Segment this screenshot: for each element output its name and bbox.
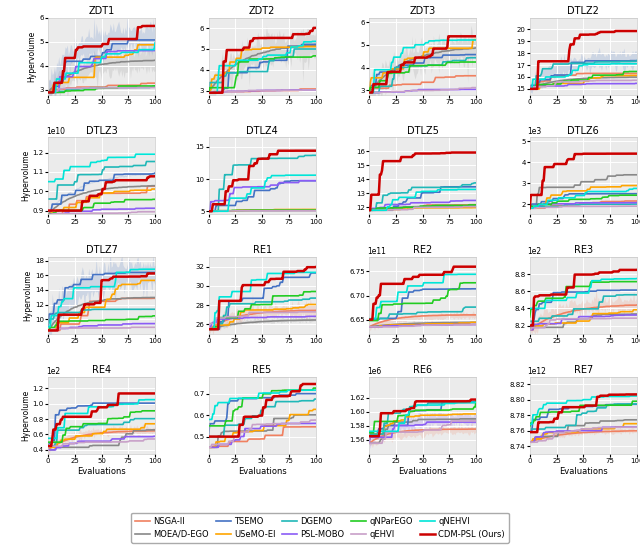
Text: 1e11: 1e11 — [367, 247, 386, 256]
Title: ZDT1: ZDT1 — [88, 6, 115, 16]
Text: 1e2: 1e2 — [527, 247, 541, 256]
Title: DTLZ6: DTLZ6 — [568, 126, 599, 136]
Title: ZDT2: ZDT2 — [249, 6, 275, 16]
Text: 1e2: 1e2 — [46, 367, 60, 376]
Title: RE4: RE4 — [92, 365, 111, 375]
Title: DTLZ3: DTLZ3 — [86, 126, 117, 136]
Text: 1e10: 1e10 — [46, 128, 65, 136]
Title: RE3: RE3 — [573, 245, 593, 255]
Title: ZDT3: ZDT3 — [410, 6, 436, 16]
Title: RE6: RE6 — [413, 365, 432, 375]
Title: DTLZ2: DTLZ2 — [567, 6, 599, 16]
Title: DTLZ4: DTLZ4 — [246, 126, 278, 136]
Title: DTLZ7: DTLZ7 — [86, 245, 118, 255]
X-axis label: Evaluations: Evaluations — [77, 467, 126, 476]
Y-axis label: Hypervolume: Hypervolume — [21, 150, 30, 201]
Text: 1e3: 1e3 — [527, 128, 542, 136]
Title: RE1: RE1 — [253, 245, 271, 255]
Title: RE2: RE2 — [413, 245, 432, 255]
Title: RE7: RE7 — [573, 365, 593, 375]
X-axis label: Evaluations: Evaluations — [237, 467, 287, 476]
Y-axis label: Hypervolume: Hypervolume — [23, 270, 32, 321]
Y-axis label: Hypervolume: Hypervolume — [21, 389, 30, 441]
Title: RE5: RE5 — [253, 365, 272, 375]
X-axis label: Evaluations: Evaluations — [398, 467, 447, 476]
Text: 1e12: 1e12 — [527, 367, 547, 376]
X-axis label: Evaluations: Evaluations — [559, 467, 607, 476]
Text: 1e6: 1e6 — [367, 367, 381, 376]
Y-axis label: Hypervolume: Hypervolume — [28, 31, 36, 82]
Title: DTLZ5: DTLZ5 — [407, 126, 438, 136]
Legend: NSGA-II, MOEA/D-EGO, TSEMO, USeMO-EI, DGEMO, PSL-MOBO, qNParEGO, qEHVI, qNEHVI, : NSGA-II, MOEA/D-EGO, TSEMO, USeMO-EI, DG… — [131, 513, 509, 543]
